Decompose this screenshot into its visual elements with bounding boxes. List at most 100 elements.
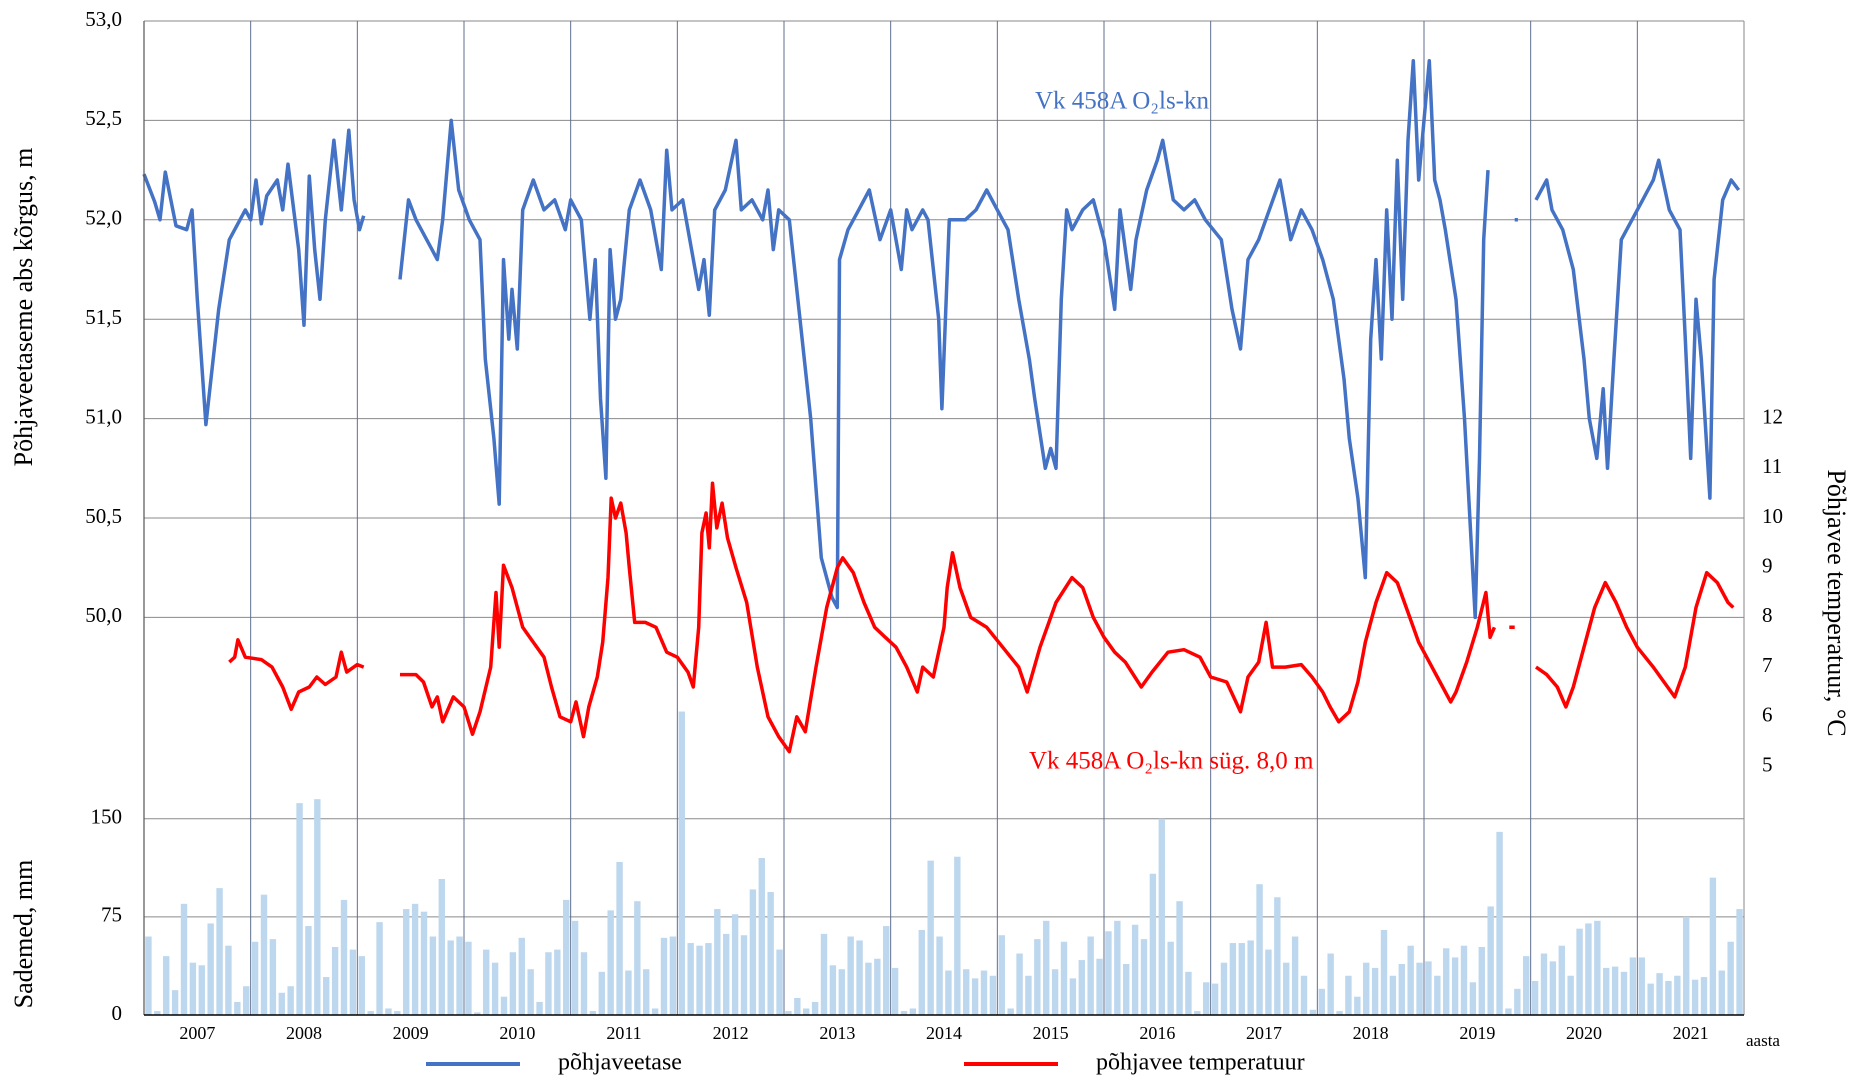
y-tick-label: 0 xyxy=(112,1001,123,1025)
bar xyxy=(696,945,703,1015)
bar xyxy=(1016,953,1023,1015)
bar xyxy=(340,899,348,1015)
bar xyxy=(1051,969,1059,1015)
bar xyxy=(794,997,801,1015)
bar xyxy=(1594,920,1601,1015)
bar xyxy=(954,856,961,1015)
bar xyxy=(767,892,774,1015)
bar xyxy=(527,969,534,1015)
bar xyxy=(554,949,561,1015)
y-tick-label: 53,0 xyxy=(85,7,122,31)
bar xyxy=(1505,1008,1512,1015)
y-tick-label: 75 xyxy=(101,903,122,927)
x-tick-label: 2013 xyxy=(819,1023,855,1043)
bar xyxy=(980,970,988,1015)
bar xyxy=(616,861,623,1015)
bar xyxy=(456,936,463,1015)
bar xyxy=(1683,916,1690,1015)
bar xyxy=(545,952,552,1015)
bar xyxy=(1718,970,1725,1015)
bar xyxy=(1647,983,1654,1015)
bar xyxy=(1620,971,1628,1015)
bar xyxy=(1345,975,1352,1015)
bar xyxy=(634,901,641,1015)
bar xyxy=(749,889,757,1015)
bar xyxy=(1727,941,1734,1015)
bar xyxy=(776,949,783,1015)
bar xyxy=(731,914,739,1015)
bar xyxy=(687,943,694,1015)
bar xyxy=(705,943,712,1015)
bar xyxy=(1336,1011,1343,1015)
bar xyxy=(474,1012,481,1015)
bar xyxy=(349,949,357,1015)
bar xyxy=(918,929,925,1015)
bar xyxy=(1318,988,1325,1015)
bar xyxy=(1531,980,1539,1015)
bar xyxy=(1220,962,1228,1015)
bar xyxy=(1229,943,1237,1015)
bar xyxy=(1256,884,1263,1015)
y2-tick-label: 9 xyxy=(1762,554,1773,578)
bar xyxy=(1523,956,1530,1015)
bar xyxy=(1185,971,1192,1015)
bar xyxy=(1611,966,1619,1015)
bar xyxy=(1203,982,1210,1015)
y-tick-label: 50,0 xyxy=(85,603,122,627)
bar xyxy=(500,996,508,1015)
bar xyxy=(251,941,259,1015)
bar xyxy=(1398,963,1405,1015)
bar xyxy=(963,969,970,1015)
bar xyxy=(1407,945,1414,1015)
y-axis-title: Põhjaveetaseme abs kõrgus, m xyxy=(9,148,38,467)
bar xyxy=(1585,923,1592,1015)
bar xyxy=(154,1011,161,1015)
y2-axis-title: Põhjavee temperatuur, °C xyxy=(1822,469,1851,736)
y-tick-label: 52,5 xyxy=(85,106,122,130)
bar xyxy=(820,933,828,1015)
bar xyxy=(420,911,428,1015)
bar xyxy=(1514,988,1521,1015)
bar xyxy=(1247,940,1254,1015)
bar xyxy=(758,858,765,1015)
y2-tick-label: 7 xyxy=(1762,653,1773,677)
bar xyxy=(314,799,321,1015)
bar xyxy=(163,956,170,1015)
bar xyxy=(856,940,863,1015)
bar xyxy=(1114,920,1121,1015)
x-tick-label: 2020 xyxy=(1566,1023,1602,1043)
annotation: Vk 458A O₂ls-kn süg. 8,0 m xyxy=(1029,748,1314,775)
bar xyxy=(225,945,232,1015)
y2-tick-label: 10 xyxy=(1762,504,1783,528)
bar xyxy=(323,977,330,1015)
bar xyxy=(1069,978,1077,1015)
bar xyxy=(1140,939,1148,1015)
bar xyxy=(429,936,437,1015)
bar xyxy=(376,922,383,1015)
bar xyxy=(989,975,997,1015)
bar xyxy=(536,1001,543,1015)
bar xyxy=(1034,939,1041,1015)
bar xyxy=(1283,962,1290,1015)
bar xyxy=(234,1001,241,1015)
x-tick-label: 2008 xyxy=(286,1023,322,1043)
bar xyxy=(909,1008,917,1015)
bar xyxy=(1558,945,1565,1015)
series-line xyxy=(142,59,1741,620)
y2-tick-label: 12 xyxy=(1762,404,1783,428)
x-tick-label: 2012 xyxy=(713,1023,749,1043)
bar xyxy=(465,941,472,1015)
bar xyxy=(563,899,570,1015)
legend-label: põhjaveetase xyxy=(558,1050,682,1076)
y2-tick-label: 8 xyxy=(1762,603,1773,627)
bar xyxy=(1700,977,1708,1015)
bar xyxy=(1327,953,1334,1015)
bar xyxy=(1309,1009,1317,1015)
bar xyxy=(269,939,277,1015)
bar xyxy=(358,956,365,1015)
bar xyxy=(403,909,410,1015)
bar xyxy=(1007,1008,1014,1015)
bar xyxy=(1434,975,1441,1015)
x-tick-label: 2019 xyxy=(1459,1023,1495,1043)
